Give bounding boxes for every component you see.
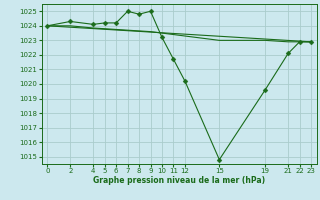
X-axis label: Graphe pression niveau de la mer (hPa): Graphe pression niveau de la mer (hPa): [93, 176, 265, 185]
